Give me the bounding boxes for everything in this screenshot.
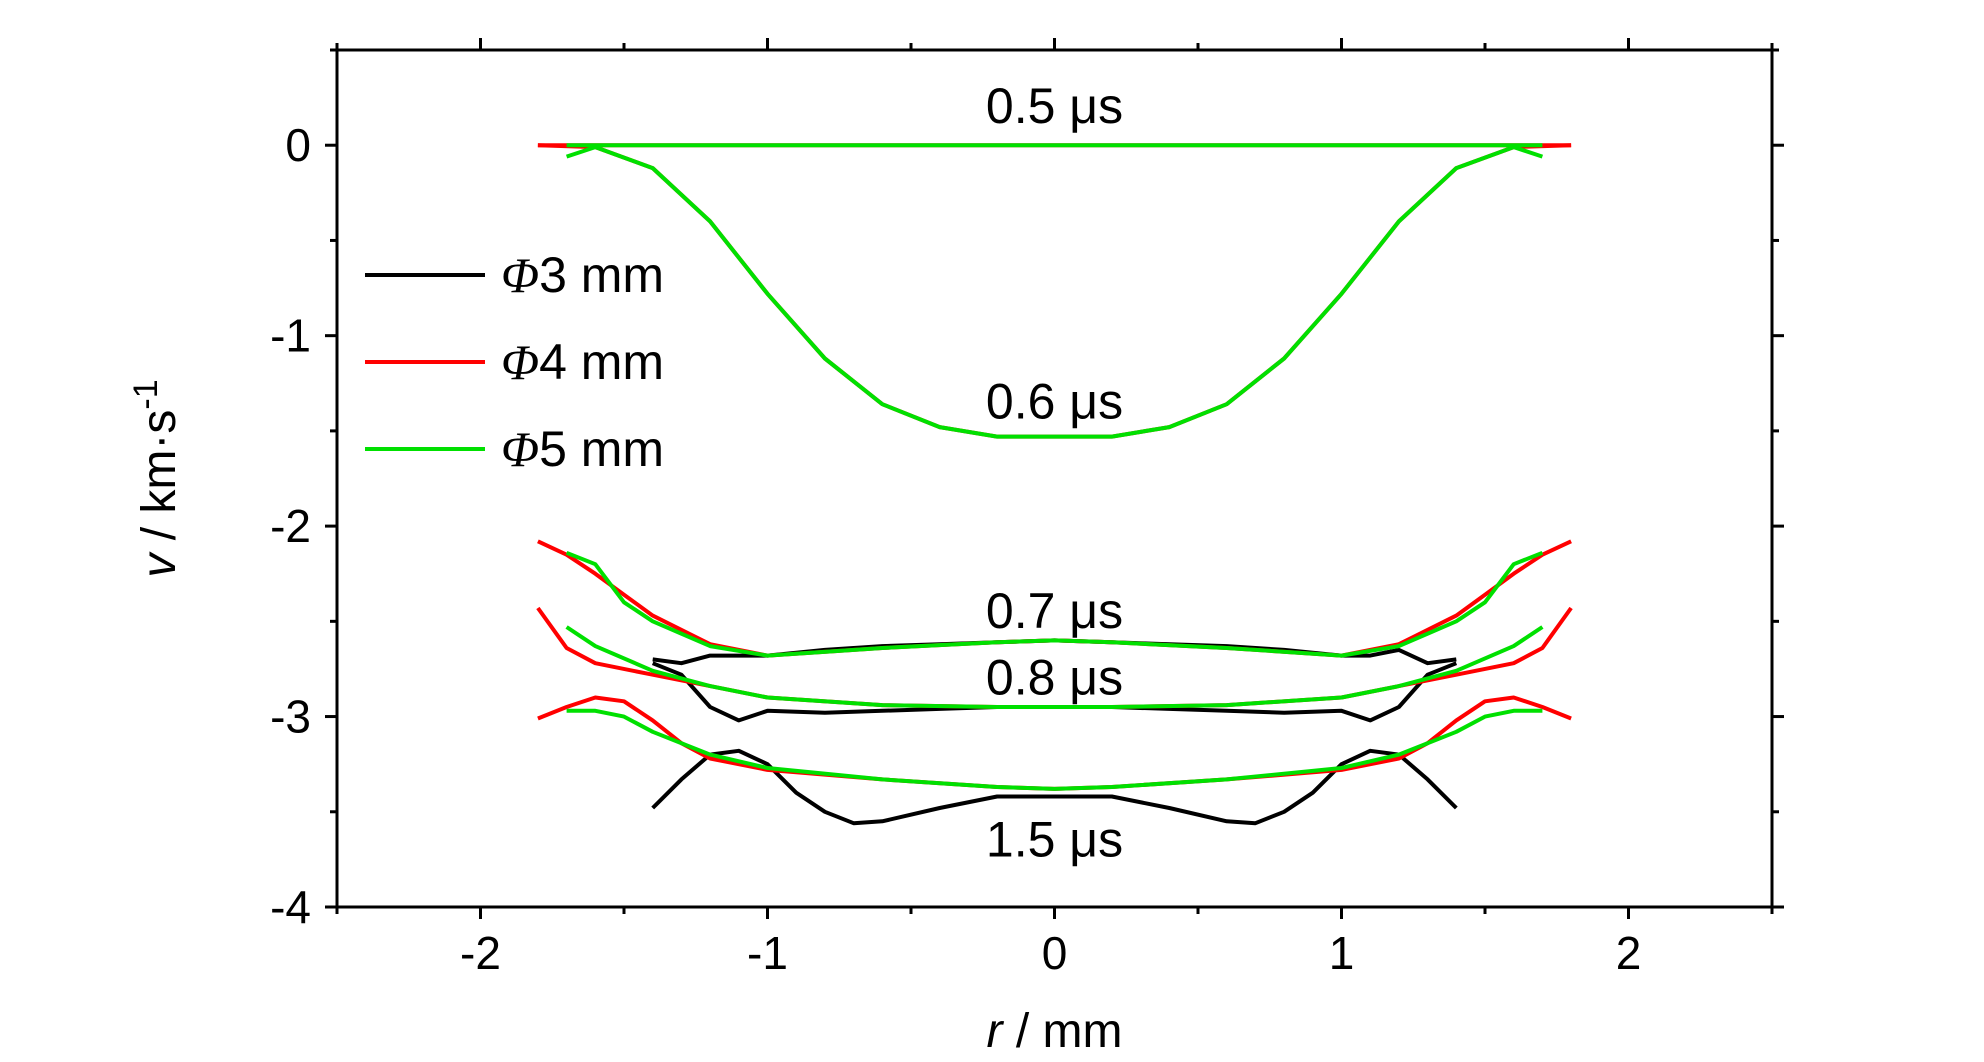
x-axis-title: r / mm	[987, 1005, 1123, 1058]
legend-text: 4 mm	[539, 334, 664, 390]
y-axis-variable: v	[133, 551, 186, 578]
series-line-5-mm-0-6-s	[565, 145, 1544, 439]
x-tick-label: -2	[460, 927, 501, 979]
ticks-layer	[325, 38, 1784, 919]
legend-label-5-mm: Φ5 mm	[501, 421, 664, 477]
y-tick-label: -2	[270, 500, 311, 552]
time-annotation: 0.8 μs	[986, 649, 1123, 705]
y-tick-label: -4	[270, 881, 311, 933]
time-annotation: 1.5 μs	[986, 811, 1123, 867]
legend-phi-symbol: Φ	[501, 247, 539, 303]
legend-phi-symbol: Φ	[501, 421, 539, 477]
legend-label-4-mm: Φ4 mm	[501, 334, 664, 390]
series-line-3-mm-1-5-s	[651, 748, 1458, 826]
y-axis-unit-exponent: -1	[127, 379, 165, 409]
x-tick-label: 0	[1042, 927, 1068, 979]
time-annotation: 0.5 μs	[986, 78, 1123, 134]
time-annotation: 0.6 μs	[986, 373, 1123, 429]
y-axis-title: v / km·s-1	[127, 379, 186, 577]
y-tick-label: -3	[270, 691, 311, 743]
series-line-5-mm-0-7-s	[565, 550, 1544, 658]
x-tick-label: 2	[1616, 927, 1642, 979]
y-axis-unit: / km·s	[133, 410, 186, 554]
series-layer	[536, 143, 1573, 826]
series-line-5-mm-0-8-s	[565, 625, 1544, 709]
legend-label-3-mm: Φ3 mm	[501, 247, 664, 303]
legend-text: 5 mm	[539, 421, 664, 477]
x-tick-label: 1	[1329, 927, 1355, 979]
annotation-layer: 0.5 μs 0.6 μs 0.7 μs 0.8 μs 1.5 μs	[986, 78, 1123, 867]
series-line-5-mm-1-5-s	[566, 708, 1543, 791]
x-axis-variable: r	[987, 1005, 1005, 1058]
y-tick-label: 0	[285, 119, 311, 171]
x-axis-unit: / mm	[1003, 1005, 1123, 1058]
y-tick-label: -1	[270, 310, 311, 362]
x-tick-label: -1	[747, 927, 788, 979]
legend-text: 3 mm	[539, 247, 664, 303]
tick-labels-layer: -2 -1 0 1 2 0 -1 -2 -3 -4	[270, 119, 1641, 979]
time-annotation: 0.7 μs	[986, 583, 1123, 639]
legend-phi-symbol: Φ	[501, 334, 539, 390]
